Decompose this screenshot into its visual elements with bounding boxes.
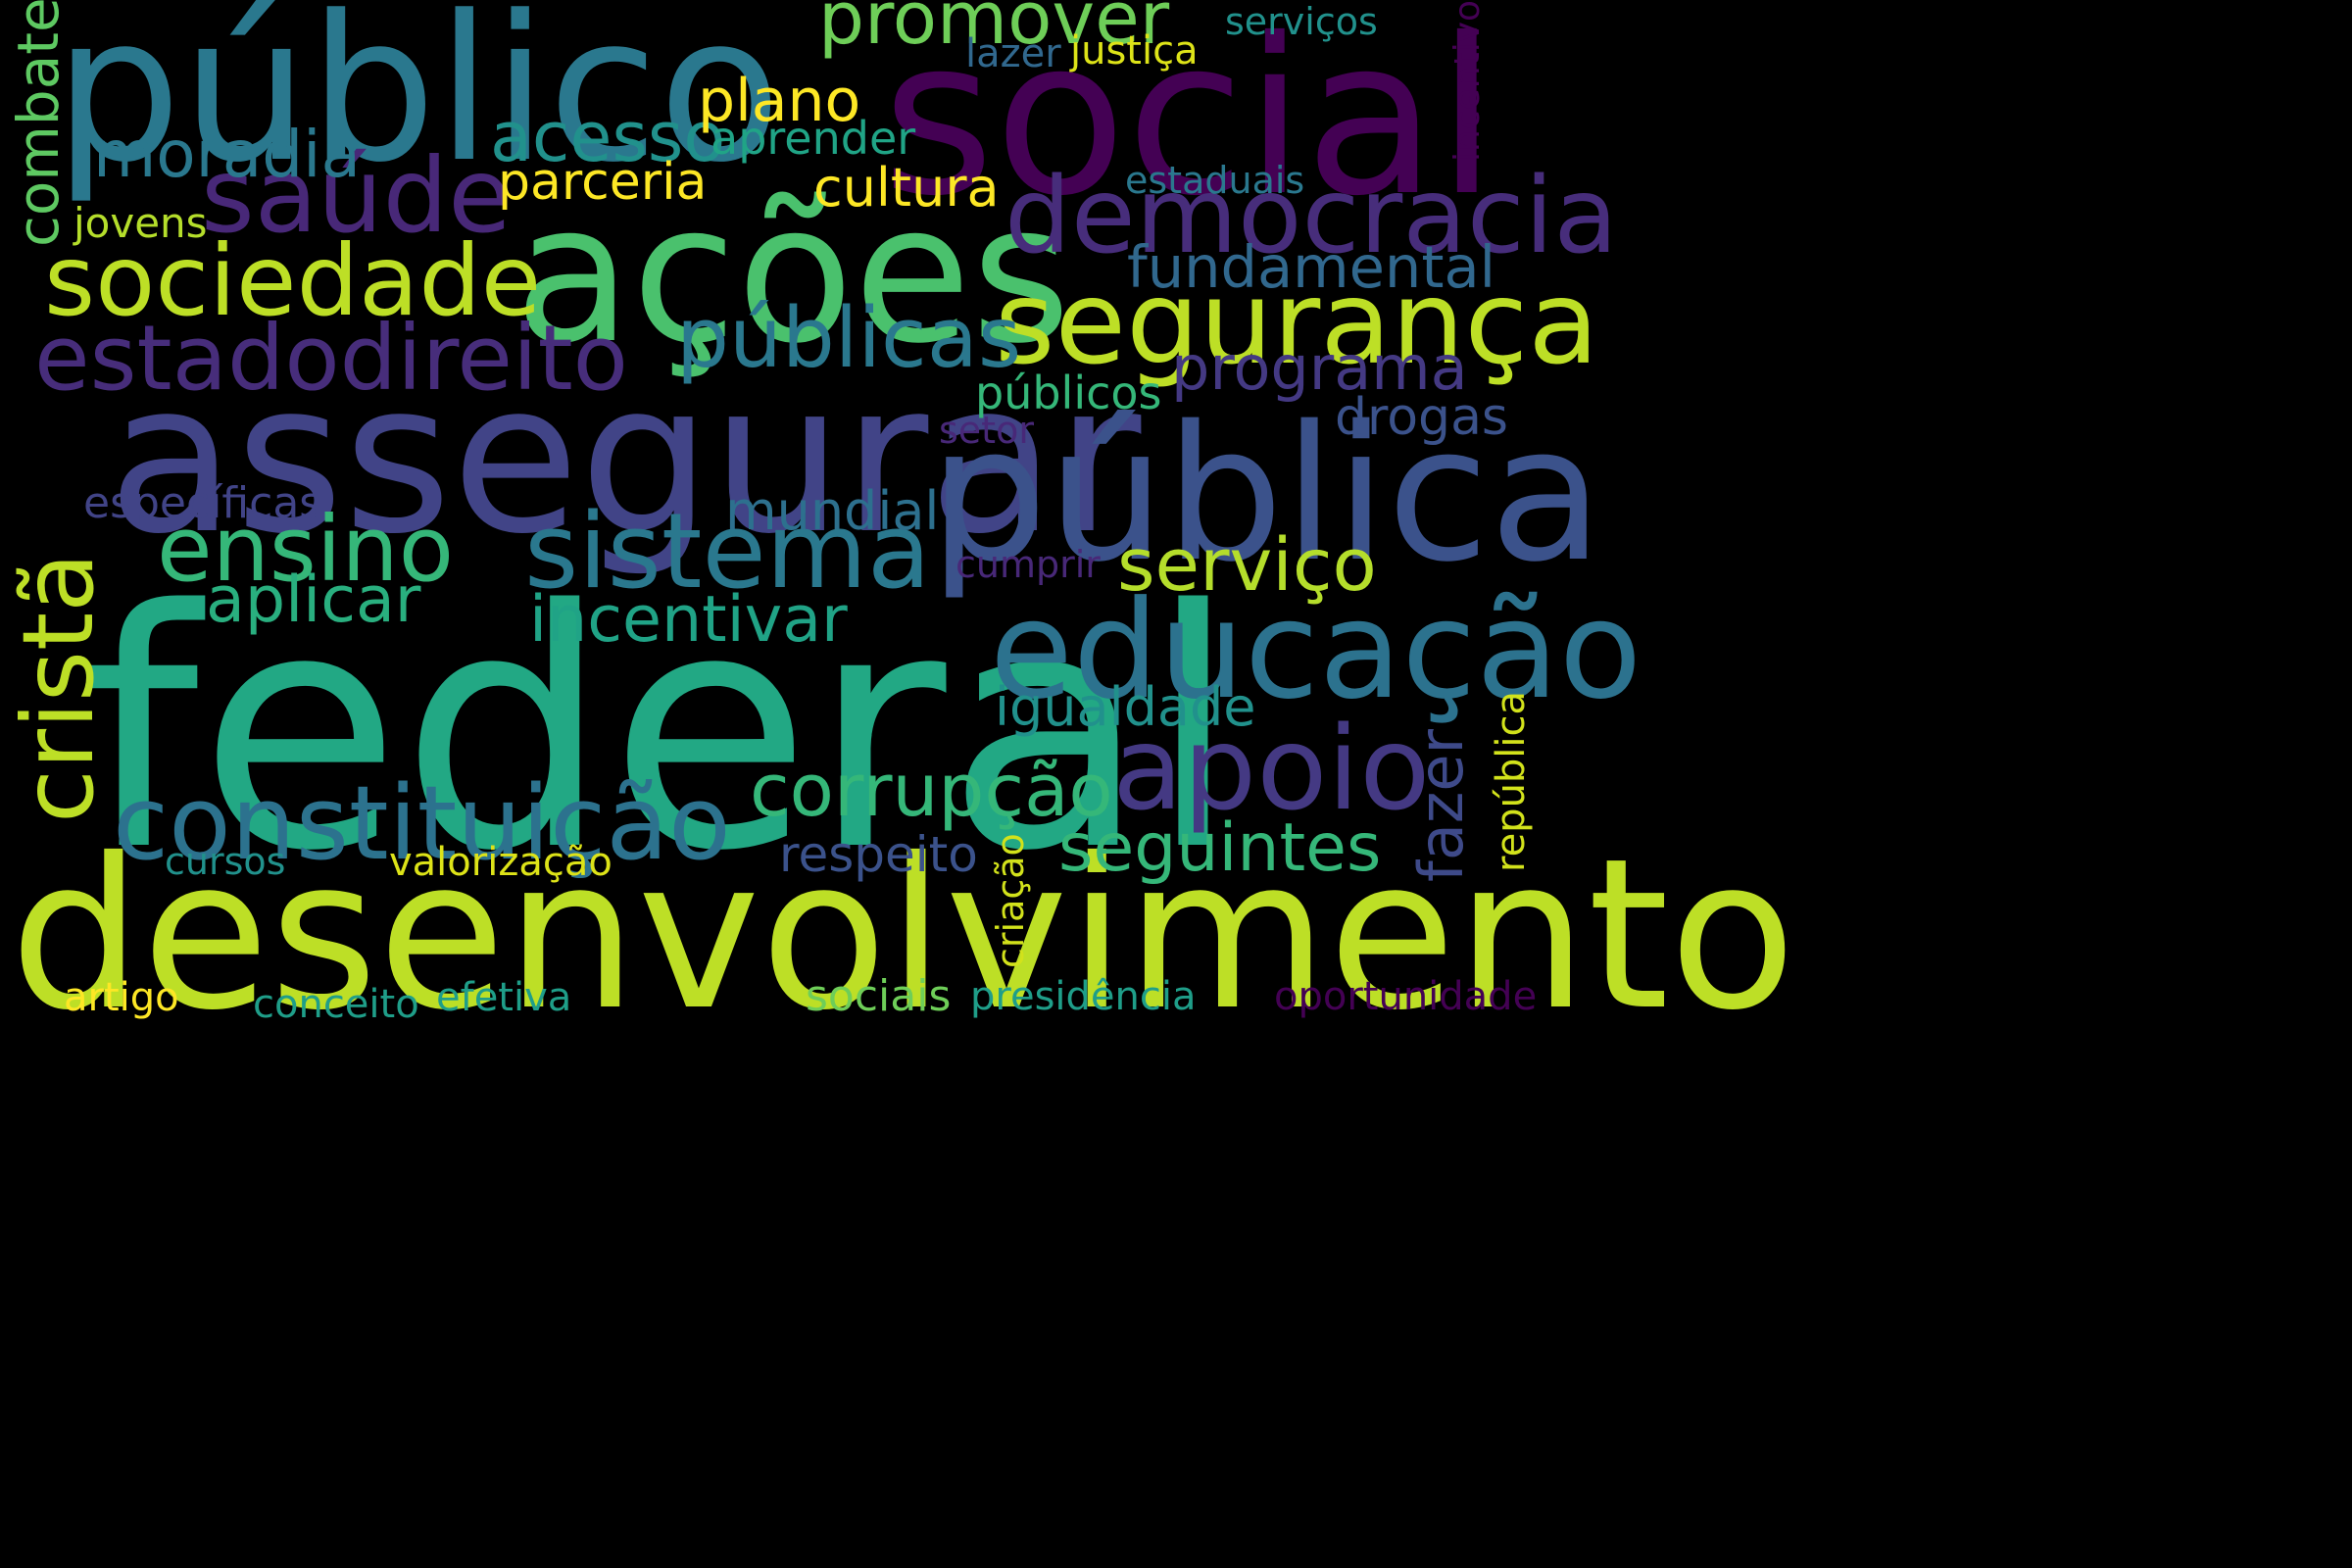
word-lazer: lazer [965,31,1061,76]
word-plano: plano [698,67,861,135]
word-cultura: cultura [813,157,1000,219]
word-combate: combate [5,0,72,247]
word-sociais: sociais [806,971,952,1021]
word-criacao: criação [989,833,1032,968]
word-republica: república [1489,690,1534,872]
word-mundial: mundial [725,480,940,542]
word-publicas: públicas [676,290,1022,387]
word-servicos: serviços [1225,0,1378,43]
word-cumprir: cumprir [956,543,1101,586]
word-promover: promover [818,0,1170,61]
word-crista: cristã [1,552,116,823]
word-presidencia: presidência [970,974,1197,1019]
word-democracia: democracia [1004,156,1618,277]
word-educacao: educação [990,571,1642,729]
word-setor: setor [939,409,1034,452]
word-igualdade: igualdade [995,676,1256,738]
word-fundamental: fundamental [1127,233,1496,301]
word-federal: federal [83,541,1239,923]
word-efetiva: efetiva [436,975,572,1020]
word-servico: serviço [1117,523,1377,608]
word-parceria: parceria [498,153,708,212]
word-aplicar: aplicar [206,564,421,637]
word-social: social [882,0,1497,243]
word-acoes: ações [514,163,1071,385]
word-estadodireito: estadodireito [34,306,628,411]
word-constituicao: constituição [113,763,731,883]
word-publico: público [54,0,782,207]
word-estaduais: estaduais [1125,159,1305,202]
word-publicos: públicos [975,367,1162,419]
word-respeito: respeito [779,826,978,883]
word-programa: programa [1171,332,1468,404]
word-aprender: aprender [710,112,916,165]
word-moradia: moradia [93,117,361,192]
word-seguranca: segurança [995,255,1599,390]
word-seguintes: seguintes [1058,809,1382,887]
word-assegurar: assegurar [108,337,1142,579]
word-sociedade: sociedade [44,223,542,338]
word-desenvolvimento: desenvolvimento [10,813,1796,1055]
word-oportunidade: oportunidade [1274,974,1538,1019]
word-acesso: acesso [490,97,726,177]
word-artigo: artigo [64,975,179,1020]
word-cursos: cursos [165,840,286,883]
word-publica: pública [929,386,1604,603]
word-ensino: ensino [157,497,454,602]
word-incentivo: incentivo [1447,0,1488,162]
word-incentivar: incentivar [529,583,848,657]
word-saude: saúde [201,136,512,256]
word-justica: justiça [1070,28,1199,74]
word-drogas: drogas [1335,388,1509,447]
word-jovens: jovens [74,199,208,247]
word-sistema: sistema [524,491,931,612]
word-conceito: conceito [253,982,419,1027]
word-valorizacao: valorização [389,840,612,885]
word-fazer: fazer [1405,729,1477,882]
word-corrupcao: corrupção [750,749,1113,833]
word-especificas: específicas [83,478,322,528]
word-apoio: apoio [1112,701,1431,836]
